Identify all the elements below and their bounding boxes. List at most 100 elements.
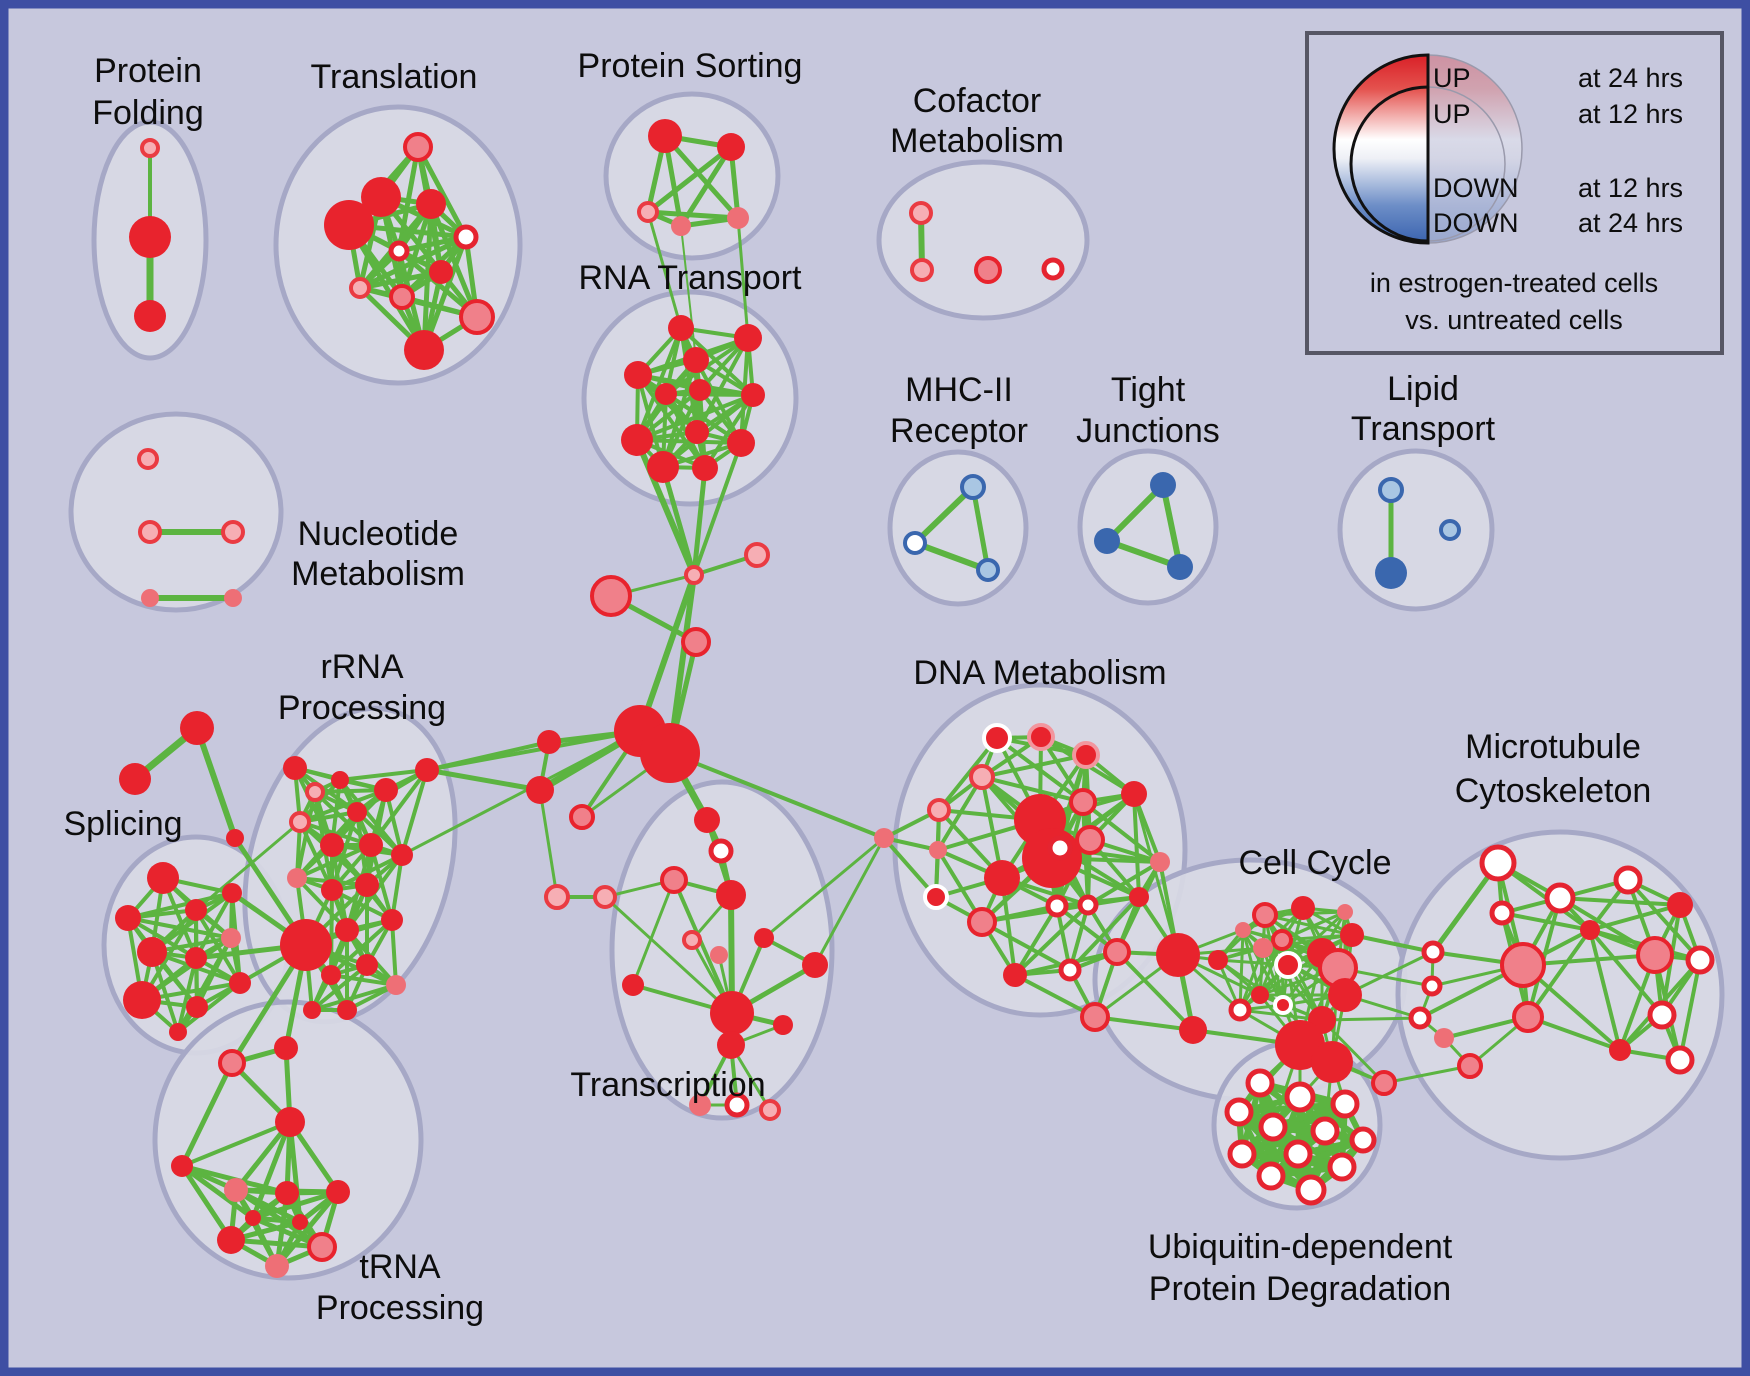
gene-set-node [708, 838, 734, 864]
gene-set-node [287, 868, 307, 888]
gene-set-node [903, 531, 927, 555]
edge [980, 775, 1085, 804]
gene-set-node [1421, 940, 1445, 964]
gene-set-node [1274, 951, 1302, 979]
edge [937, 736, 999, 812]
edge [980, 920, 1072, 972]
gene-set-node [689, 379, 711, 401]
gene-set-node [137, 937, 167, 967]
edge [1013, 973, 1097, 1019]
gene-set-node [224, 1178, 248, 1202]
gene-set-node [727, 207, 749, 229]
edge [603, 895, 734, 1015]
gene-set-node [1129, 887, 1149, 907]
edge [338, 768, 429, 782]
edge [228, 1237, 325, 1250]
edge [150, 891, 234, 954]
edge [645, 144, 734, 215]
cluster-label-microtubule: Cytoskeleton [1455, 772, 1652, 810]
cluster-label-cell-cycle: Cell Cycle [1238, 844, 1391, 882]
cluster-label-lipid-transport: Lipid [1387, 370, 1459, 408]
gene-set-node [1439, 519, 1461, 541]
edge [662, 133, 741, 221]
gene-set-node [1647, 1000, 1677, 1030]
edge [631, 878, 676, 987]
edge [882, 836, 938, 899]
gene-set-node [359, 833, 383, 857]
edge [635, 326, 683, 442]
gene-set-node [386, 975, 406, 995]
gene-set-node [1224, 1097, 1254, 1127]
edge [428, 201, 480, 320]
cluster-label-cofactor: Metabolism [890, 122, 1064, 160]
gene-set-node [1167, 554, 1193, 580]
edge [1081, 800, 1162, 864]
cluster-label-rrna-processing: Processing [278, 689, 446, 727]
edge [634, 437, 697, 578]
gene-set-node [321, 879, 343, 901]
edge [310, 963, 369, 1012]
gene-set-node [526, 776, 554, 804]
edge [176, 956, 198, 1034]
gene-set-node [754, 928, 774, 948]
edge [672, 878, 734, 1015]
edge [424, 767, 543, 793]
edge [1588, 928, 1664, 1017]
gene-set-node [1058, 958, 1082, 982]
gene-set-node [974, 256, 1002, 284]
edge [691, 465, 708, 578]
cluster-label-protein-sorting: Protein Sorting [578, 47, 803, 85]
legend-direction-label: DOWN [1433, 173, 1518, 203]
edge [298, 820, 373, 847]
legend: UP at 24 hrs UP at 12 hrs DOWN at 12 hrs DOWN a… [1305, 31, 1724, 355]
cluster-label-lipid-transport: Transport [1351, 410, 1496, 448]
gene-set-node [724, 1092, 750, 1118]
edge [980, 753, 1088, 779]
gene-set-node [1245, 1068, 1275, 1098]
edge [1496, 861, 1592, 932]
gene-set-node [275, 1107, 305, 1137]
gene-set-node [929, 841, 947, 859]
gene-set-node [637, 201, 659, 223]
gene-set-node [622, 974, 644, 996]
gene-set-node [1327, 1152, 1357, 1182]
edge [298, 820, 334, 892]
edge [1500, 911, 1592, 932]
cluster-label-ubiquitin: Ubiquitin-dependent [1148, 1228, 1453, 1266]
gene-set-node [717, 133, 745, 161]
gene-set-node [347, 802, 367, 822]
gene-set-node [984, 860, 1020, 896]
legend-time-label: at 24 hrs [1578, 208, 1683, 238]
gene-set-node [1027, 723, 1055, 751]
edge [1350, 933, 1435, 954]
gene-set-node [1080, 1002, 1110, 1032]
gene-set-node [1273, 995, 1293, 1015]
edge [357, 269, 444, 291]
edge [1115, 950, 1195, 1032]
gene-set-node [923, 884, 949, 910]
gene-set-node [684, 565, 704, 585]
gene-set-node [361, 177, 401, 217]
gene-set-node [590, 575, 632, 617]
gene-set-node [1479, 844, 1517, 882]
gene-set-node [624, 361, 652, 389]
edge [813, 836, 886, 967]
edge [425, 729, 642, 772]
legend-caption: vs. untreated cells [1405, 305, 1623, 335]
gene-set-node [976, 558, 1000, 582]
edge [912, 484, 976, 546]
legend-time-label: at 12 hrs [1578, 173, 1683, 203]
edge [660, 464, 697, 578]
gene-set-node [982, 723, 1012, 753]
edge [298, 788, 388, 824]
gene-set-node [403, 132, 433, 162]
gene-set-node [655, 383, 677, 405]
edge [1104, 482, 1166, 544]
legend-time-label: at 24 hrs [1578, 63, 1683, 93]
edge [1588, 903, 1682, 932]
gene-set-node [324, 200, 374, 250]
cluster-ellipse-mhc-ii-receptor [887, 449, 1029, 607]
gene-set-node [138, 520, 162, 544]
edge [1320, 1016, 1422, 1022]
